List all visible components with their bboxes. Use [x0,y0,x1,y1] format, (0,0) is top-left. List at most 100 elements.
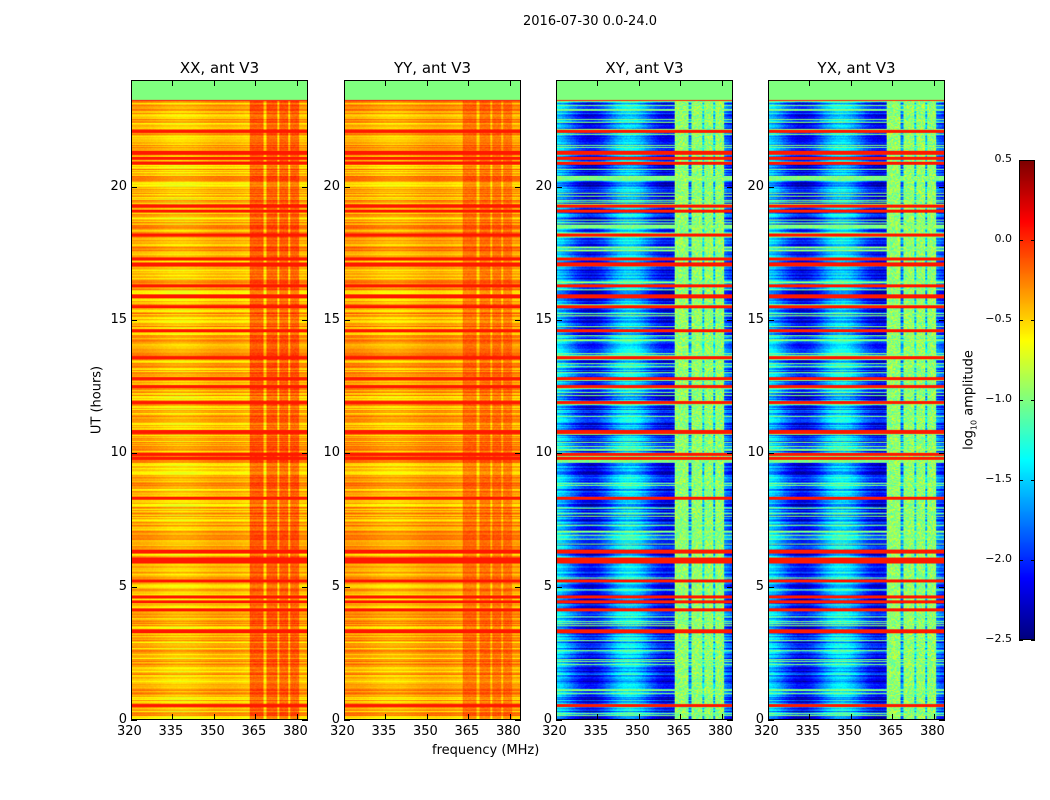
heatmap-panel [768,80,945,720]
x-tick [850,714,852,720]
y-tick-label: 15 [747,312,764,327]
colorbar-tick-label: −1.5 [985,472,1012,485]
colorbar-tick-label: 0.5 [994,152,1013,165]
x-tick [296,80,298,86]
colorbar-tick [1031,640,1035,641]
y-tick-label: 5 [118,578,127,594]
y-tick [344,720,350,721]
y-tick-label: 5 [755,578,764,594]
x-tick [933,714,935,720]
x-tick [638,80,640,86]
colorbar-tick-label: −1.0 [985,392,1012,405]
y-tick-label: 5 [543,578,552,594]
x-tick-label: 335 [371,724,397,739]
y-tick [515,320,521,321]
colorbar-tick [1019,240,1023,241]
colorbar-tick [1031,240,1035,241]
y-tick [939,720,945,721]
x-tick [556,80,557,86]
panel-title: YY, ant V3 [393,59,471,77]
y-tick-label: 5 [331,578,340,594]
y-tick [131,186,137,188]
x-tick [172,80,174,86]
y-axis-label: UT (hours) [89,365,105,435]
y-tick [768,186,774,188]
x-tick [680,714,682,720]
colorbar-tick-label: −0.5 [985,312,1012,325]
y-tick-label: 20 [110,178,127,194]
panel-title: YX, ant V3 [817,59,896,77]
x-tick-label: 320 [117,724,142,739]
x-tick-label: 365 [878,724,904,739]
figure-title: 2016-07-30 0.0-24.0 [523,14,657,29]
heatmap-cells [132,81,307,719]
colorbar-label-main: log [961,430,977,450]
x-tick [213,714,215,720]
y-tick [556,320,562,321]
x-tick-label: 350 [412,724,438,739]
y-tick [727,186,733,188]
y-tick [768,453,774,455]
y-tick-label: 15 [110,312,127,327]
x-tick [468,714,470,720]
x-axis-label: frequency (MHz) [432,743,540,758]
x-tick [385,714,387,720]
x-tick [721,80,723,86]
colorbar-tick [1031,400,1035,401]
colorbar-tick-label: −2.0 [985,552,1012,565]
colorbar-tick [1031,160,1035,161]
y-tick [344,320,350,321]
heatmap-panel [344,80,521,720]
x-tick [172,714,174,720]
colorbar-tick [1019,320,1023,321]
colorbar-tick [1019,160,1023,161]
y-tick-label: 15 [535,312,552,327]
x-tick [131,714,132,720]
x-tick [850,80,852,86]
x-tick-label: 335 [583,724,609,739]
x-tick [768,80,769,86]
colorbar-tick [1019,640,1023,641]
x-tick [296,714,298,720]
y-tick [939,586,945,588]
x-tick-label: 335 [158,724,184,739]
y-tick-label: 20 [323,178,340,194]
y-tick [768,720,774,721]
x-tick [721,714,723,720]
colorbar-tick-label: −2.5 [985,632,1012,645]
y-tick [302,320,308,321]
y-tick-label: 20 [535,178,552,194]
y-tick [556,186,562,188]
panel-title: XY, ant V3 [605,59,684,77]
y-tick [939,320,945,321]
y-tick [556,720,562,721]
x-tick-label: 320 [330,724,355,739]
x-tick-label: 320 [542,724,567,739]
y-tick-label: 0 [755,712,764,727]
x-tick [933,80,935,86]
x-tick [509,714,511,720]
y-tick [727,453,733,455]
x-tick [597,714,599,720]
x-tick [426,714,428,720]
y-tick [515,453,521,455]
x-tick-label: 365 [454,724,480,739]
y-tick [131,720,137,721]
y-tick [302,453,308,455]
x-tick [344,714,345,720]
y-tick [727,586,733,588]
x-tick-label: 350 [199,724,225,739]
y-tick-label: 0 [118,712,127,727]
panel-title: XX, ant V3 [179,59,260,77]
x-tick [892,80,894,86]
y-tick [131,453,137,455]
colorbar-tick [1019,400,1023,401]
y-tick [515,586,521,588]
x-tick [680,80,682,86]
y-tick-label: 10 [535,445,552,461]
colorbar-tick [1019,560,1023,561]
y-tick [515,186,521,188]
heatmap-panel [131,80,308,720]
colorbar-tick [1031,320,1035,321]
y-tick-label: 20 [747,178,764,194]
